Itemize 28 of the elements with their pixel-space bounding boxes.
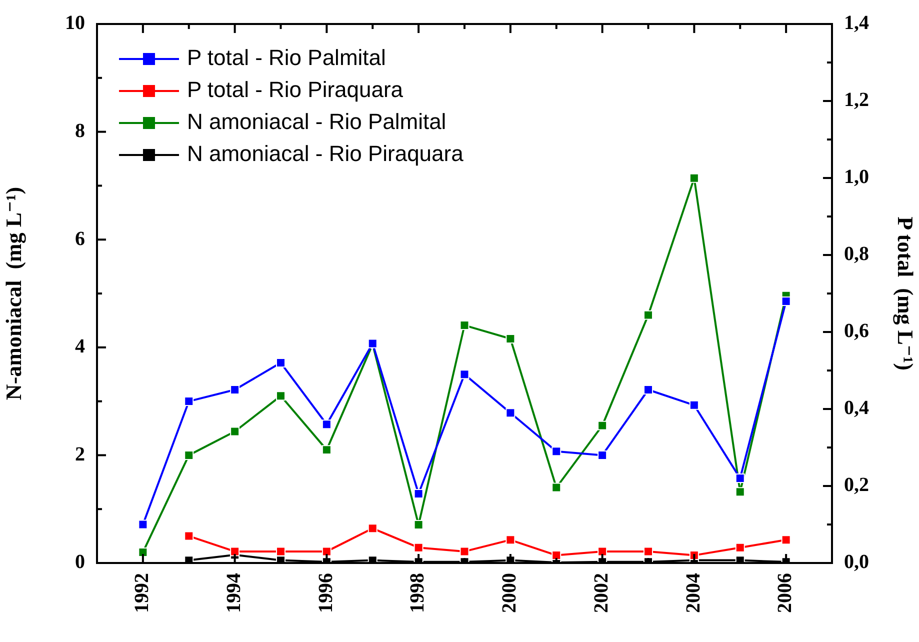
- y2-tick-label: 0,2: [844, 474, 869, 496]
- y-tick-label: 8: [75, 120, 85, 142]
- y2-tick-label: 1,0: [844, 166, 869, 188]
- legend-label: P total - Rio Piraquara: [187, 77, 404, 102]
- legend-label: N amoniacal - Rio Palmital: [187, 109, 446, 134]
- y2-axis-title: P total (mg L⁻¹): [893, 216, 918, 370]
- legend-label: P total - Rio Palmital: [187, 45, 386, 70]
- y2-tick-label: 1,4: [844, 12, 869, 34]
- y-tick-label: 4: [75, 336, 85, 358]
- x-tick-label: 1998: [406, 573, 429, 613]
- y2-tick-label: 1,2: [844, 89, 869, 112]
- y-axis-title: N-amoniacal (mg L⁻¹): [0, 186, 26, 400]
- y2-tick-label: 0,0: [844, 551, 869, 574]
- legend-label: N amoniacal - Rio Piraquara: [187, 141, 464, 166]
- x-tick-label: 2000: [498, 573, 521, 613]
- y2-tick-label: 0,4: [844, 397, 869, 420]
- x-tick-label: 2006: [774, 573, 796, 613]
- x-tick-label: 1994: [222, 573, 245, 613]
- y-tick-label: 2: [75, 443, 85, 466]
- y-tick-label: 6: [75, 228, 85, 250]
- y2-tick-label: 0,8: [844, 243, 869, 266]
- x-tick-label: 1992: [131, 573, 154, 613]
- y2-tick-label: 0,6: [844, 320, 869, 342]
- x-tick-label: 1996: [314, 573, 337, 613]
- x-tick-label: 2004: [682, 573, 704, 613]
- y-tick-label: 0: [75, 551, 85, 574]
- y-tick-label: 10: [65, 12, 85, 34]
- x-tick-label: 2002: [590, 573, 612, 613]
